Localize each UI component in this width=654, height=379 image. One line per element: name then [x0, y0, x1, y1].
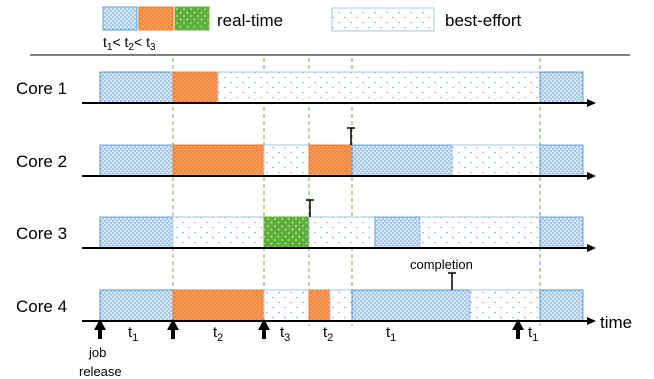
segment-label: t3 [280, 324, 290, 344]
segment-be [329, 289, 353, 322]
legend-realtime-label: real-time [217, 11, 283, 30]
segment-t1 [351, 289, 471, 322]
segment-t1 [99, 144, 174, 177]
segment-label: t1 [386, 324, 396, 344]
job-release-arrows [94, 319, 524, 339]
legend-t2-swatch [138, 6, 174, 31]
job-release-label-line1: job [88, 345, 106, 360]
core-row-3: Core 3 [16, 216, 596, 252]
axis-arrowhead [587, 172, 596, 180]
segment-t2 [172, 71, 219, 104]
release-arrow [512, 319, 524, 339]
segment-t1 [99, 71, 174, 104]
segment-label: t1 [128, 324, 138, 344]
segment-t1 [539, 216, 584, 249]
segment-t2 [308, 144, 353, 177]
completion-marker [306, 199, 314, 217]
legend: real-time best-effort t1< t2< t3 [102, 6, 522, 53]
segment-be [308, 216, 376, 249]
segment-be [217, 71, 541, 104]
core-label: Core 4 [16, 297, 67, 316]
segment-t1 [99, 289, 174, 322]
segment-be [263, 144, 310, 177]
core-rows: Core 1 Core 2 Core 3 Core 4 [16, 71, 596, 325]
segment-t2 [172, 289, 265, 322]
legend-besteffort-swatch [331, 7, 435, 32]
segment-t1 [374, 216, 421, 249]
segment-t1 [539, 144, 584, 177]
completion-marker [347, 127, 355, 145]
completion-markers: completion [306, 127, 473, 290]
segment-label: t2 [323, 324, 333, 344]
segment-t1 [539, 71, 584, 104]
segment-t1 [99, 216, 174, 249]
segment-t1 [539, 289, 584, 322]
axis-arrowhead [587, 244, 596, 252]
core-label: Core 2 [16, 152, 67, 171]
legend-t3-swatch [174, 6, 210, 31]
core-label: Core 3 [16, 224, 67, 243]
segment-be [451, 144, 541, 177]
release-arrow [167, 319, 179, 339]
time-axis-label: time [600, 313, 632, 332]
segment-be [469, 289, 541, 322]
axis-arrowhead [587, 99, 596, 107]
segment-t2 [308, 289, 331, 322]
axis-arrowhead [587, 317, 596, 325]
segment-t3 [263, 216, 310, 249]
release-arrow [94, 319, 106, 339]
legend-besteffort-label: best-effort [445, 11, 522, 30]
segment-t2 [172, 144, 265, 177]
legend-t1-swatch [102, 6, 138, 31]
completion-marker: completion [410, 257, 473, 290]
release-arrow [258, 319, 270, 339]
job-release-label-line2: release [79, 364, 122, 379]
segment-labels: t1 t2 t3 t2 t1 t1 [128, 324, 538, 344]
core-row-4: Core 4 [16, 289, 596, 325]
core-label: Core 1 [16, 79, 67, 98]
segment-t1 [351, 144, 453, 177]
legend-priority-order: t1< t2< t3 [103, 34, 156, 53]
segment-be [172, 216, 265, 249]
segment-label: t2 [213, 324, 223, 344]
core-row-2: Core 2 [16, 144, 596, 180]
segment-label: t1 [528, 324, 538, 344]
segment-be [419, 216, 541, 249]
segment-be [263, 289, 310, 322]
completion-label: completion [410, 257, 473, 272]
core-row-1: Core 1 [16, 71, 596, 107]
